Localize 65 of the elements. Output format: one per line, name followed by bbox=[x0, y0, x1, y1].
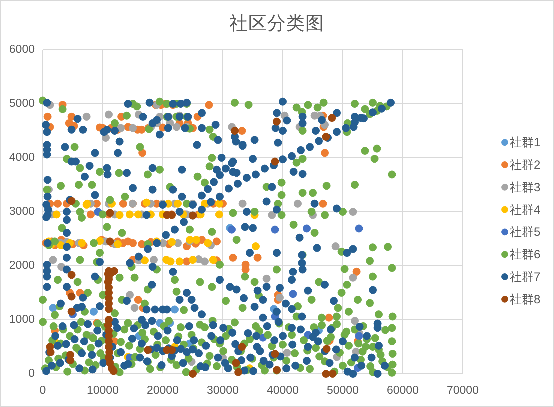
chart-title: 社区分类图 bbox=[230, 12, 324, 34]
legend-label: 社群1 bbox=[510, 136, 541, 150]
point bbox=[355, 332, 364, 340]
point bbox=[271, 158, 280, 166]
point bbox=[232, 359, 240, 368]
point bbox=[174, 200, 182, 208]
point bbox=[215, 210, 224, 219]
x-tick-label: 70000 bbox=[447, 385, 479, 397]
point bbox=[176, 258, 184, 266]
point bbox=[168, 238, 176, 246]
point bbox=[238, 343, 246, 351]
point bbox=[141, 256, 149, 265]
point bbox=[355, 224, 364, 233]
y-tick-label: 0 bbox=[28, 368, 35, 380]
y-tick-label: 4000 bbox=[9, 152, 35, 164]
x-tick-label: 60000 bbox=[387, 385, 419, 397]
x-tick-label: 40000 bbox=[267, 385, 299, 397]
point bbox=[273, 118, 281, 126]
point bbox=[289, 290, 298, 298]
point bbox=[114, 240, 122, 248]
legend-label: 社群7 bbox=[510, 270, 541, 284]
point bbox=[189, 370, 197, 378]
y-tick-label: 6000 bbox=[9, 44, 35, 56]
point bbox=[328, 114, 336, 122]
point bbox=[166, 258, 175, 266]
x-tick-label: 10000 bbox=[87, 385, 119, 397]
point bbox=[68, 292, 76, 301]
x-tick-label: 0 bbox=[40, 385, 46, 397]
point bbox=[215, 200, 224, 208]
y-tick-label: 1000 bbox=[9, 314, 35, 326]
y-tick-label: 2000 bbox=[9, 260, 35, 272]
point bbox=[116, 211, 124, 220]
point bbox=[271, 350, 280, 358]
point bbox=[252, 242, 260, 251]
point bbox=[52, 210, 61, 219]
point bbox=[171, 306, 179, 314]
point bbox=[204, 239, 212, 248]
legend-label: 社群8 bbox=[510, 292, 541, 306]
point bbox=[322, 370, 330, 378]
point bbox=[192, 236, 201, 244]
point bbox=[328, 370, 337, 378]
point bbox=[209, 256, 218, 264]
point bbox=[303, 224, 311, 233]
point bbox=[68, 271, 76, 280]
y-tick-label: 5000 bbox=[9, 98, 35, 110]
point bbox=[90, 308, 98, 316]
y-tick-label: 3000 bbox=[9, 206, 35, 218]
point bbox=[189, 256, 197, 264]
point bbox=[134, 210, 142, 219]
point bbox=[49, 304, 58, 312]
legend-label: 社群4 bbox=[510, 202, 541, 217]
legend-label: 社群2 bbox=[510, 158, 541, 172]
legend-label: 社群6 bbox=[510, 248, 541, 262]
point bbox=[231, 127, 239, 135]
point bbox=[68, 308, 76, 316]
point bbox=[126, 210, 134, 219]
x-tick-label: 50000 bbox=[327, 385, 359, 397]
point bbox=[110, 367, 118, 376]
legend-label: 社群3 bbox=[510, 180, 541, 194]
legend-label: 社群5 bbox=[510, 225, 541, 240]
point bbox=[234, 368, 243, 376]
x-tick-label: 30000 bbox=[207, 385, 239, 397]
point bbox=[144, 346, 152, 354]
point bbox=[271, 226, 280, 234]
x-tick-label: 20000 bbox=[147, 385, 179, 397]
